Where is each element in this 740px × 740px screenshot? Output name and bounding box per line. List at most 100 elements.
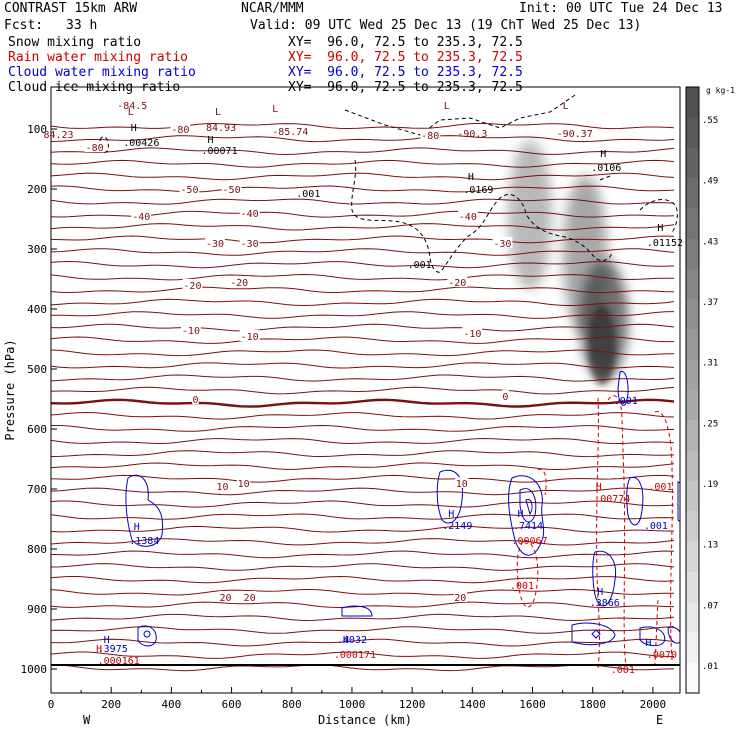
extremum-label: .0106	[591, 163, 621, 174]
temperature-contour-line	[51, 613, 675, 622]
snow-plume-upper	[508, 140, 552, 290]
extremum-label: -90.3	[457, 129, 487, 140]
extremum-label: -90.37	[557, 129, 593, 140]
temperature-contour-line	[51, 223, 675, 231]
rain-water-contours	[516, 395, 673, 669]
temperature-contour-line	[51, 122, 675, 130]
colorbar-segment	[686, 420, 699, 452]
colorbar-segment	[686, 87, 699, 118]
temperature-contour-label: -10	[182, 326, 200, 337]
temperature-contour-line	[51, 450, 675, 458]
field-snow-name: Snow mixing ratio	[8, 35, 142, 50]
extremum-label: H	[657, 223, 663, 234]
extremum-label: -85.74	[272, 127, 308, 138]
temperature-contour-line	[51, 286, 675, 294]
colorbar-segment	[686, 268, 699, 300]
extremum-label: 84.23	[43, 130, 73, 141]
x-tick-label: 1400	[459, 698, 486, 711]
contour-label-bg	[239, 207, 260, 218]
temperature-contour-line	[51, 323, 675, 332]
field-rain-name: Rain water mixing ratio	[8, 50, 189, 65]
colorbar-level-label: .19	[702, 480, 718, 490]
colorbar: .01 .07 .13 .19 .25 .31 .37 .43 .49 .55	[685, 86, 718, 694]
temperature-contour-label: 10	[217, 482, 229, 493]
temperature-contour-label: -40	[132, 212, 150, 223]
temperature-contour-label: -30	[241, 239, 259, 250]
temperature-contour-line	[51, 235, 675, 244]
freezing-level-contour	[51, 398, 675, 408]
extremum-label: .00426	[123, 138, 159, 149]
contour-label-bg	[420, 129, 441, 140]
x-axis-east-label: E	[656, 713, 663, 727]
colorbar-level-label: .31	[702, 359, 718, 369]
temperature-contour-line	[51, 474, 675, 483]
temperature-contour-label: 20	[220, 593, 232, 604]
y-tick-label: 1000	[21, 663, 48, 676]
extremum-label: .3866	[590, 598, 620, 609]
cloud-water-contours	[125, 370, 680, 647]
extremum-label: .001	[614, 396, 638, 407]
temperature-contour-label: -10	[241, 332, 259, 343]
temperature-contour-line	[51, 513, 675, 520]
colorbar-frame	[685, 86, 700, 694]
extremum-label: H	[343, 635, 349, 646]
colorbar-segment	[686, 208, 699, 239]
y-tick-label: 100	[27, 123, 47, 136]
x-tick-label: 0	[48, 698, 55, 711]
colorbar-segment	[686, 602, 699, 633]
contour-label-bg	[239, 237, 260, 248]
field-snow-xy: XY= 96.0, 72.5 to 235.3, 72.5	[288, 35, 523, 50]
extremum-label: .001	[408, 260, 432, 271]
y-tick-label: 400	[27, 303, 47, 316]
colorbar-level-label: .55	[702, 116, 718, 126]
temperature-contour-label: -20	[230, 278, 248, 289]
temperature-contour-label: -30	[206, 239, 224, 250]
extremum-label: H	[207, 135, 213, 146]
field-cloudwater-name: Cloud water mixing ratio	[8, 65, 196, 80]
extremum-label: .00071	[201, 146, 237, 157]
contour-label-bg	[181, 324, 201, 335]
extremum-label: .1384	[129, 536, 159, 547]
temperature-contour-line	[51, 500, 675, 508]
extremum-label: .001	[296, 189, 320, 200]
field-cloudwater-xy: XY= 96.0, 72.5 to 235.3, 72.5	[288, 65, 523, 80]
snow-shading	[508, 140, 628, 385]
colorbar-level-label: .13	[702, 541, 718, 551]
temperature-contour-label: -80	[171, 125, 189, 136]
extremum-label: .4032	[337, 635, 367, 646]
extremum-label: .7414	[513, 521, 543, 532]
temperature-contour-line	[51, 172, 675, 181]
x-tick-label: 1000	[339, 698, 366, 711]
colorbar-segment	[686, 662, 699, 694]
temperature-contour-line	[51, 651, 675, 659]
colorbar-segment	[686, 390, 699, 421]
temperature-contour-line	[51, 626, 675, 634]
temperature-contour-line	[51, 135, 675, 143]
extremum-label: .2149	[442, 521, 472, 532]
temperature-contour-label: 20	[454, 593, 466, 604]
extremum-label: .0070	[647, 650, 677, 661]
colorbar-segment	[686, 238, 699, 270]
x-tick-label: 1800	[579, 698, 606, 711]
temperature-contour-label: -30	[493, 239, 511, 250]
contour-label-bg	[239, 330, 260, 341]
temperature-contour-line	[51, 462, 675, 471]
extremum-label: .00067	[511, 536, 547, 547]
temperature-contour-label: -50	[180, 185, 198, 196]
colorbar-level-label: .43	[702, 237, 718, 247]
extremum-label: .000171	[334, 650, 376, 661]
contour-label-bg	[218, 591, 233, 602]
x-axis-west-label: W	[83, 713, 91, 727]
extremum-label: .001	[648, 482, 672, 493]
temperature-contour-label: 0	[192, 395, 198, 406]
temperature-contour-line	[51, 588, 674, 596]
extremum-label: L	[563, 101, 569, 112]
temperature-contour-label: 10	[456, 479, 468, 490]
temperature-contour-label: -20	[448, 278, 466, 289]
colorbar-segment	[686, 511, 699, 542]
temperature-contour-line	[51, 550, 675, 559]
extremum-label: H	[517, 509, 523, 520]
contour-label-bg	[115, 99, 149, 110]
extremum-label: H	[597, 587, 603, 598]
temperature-contour-line	[51, 248, 675, 256]
